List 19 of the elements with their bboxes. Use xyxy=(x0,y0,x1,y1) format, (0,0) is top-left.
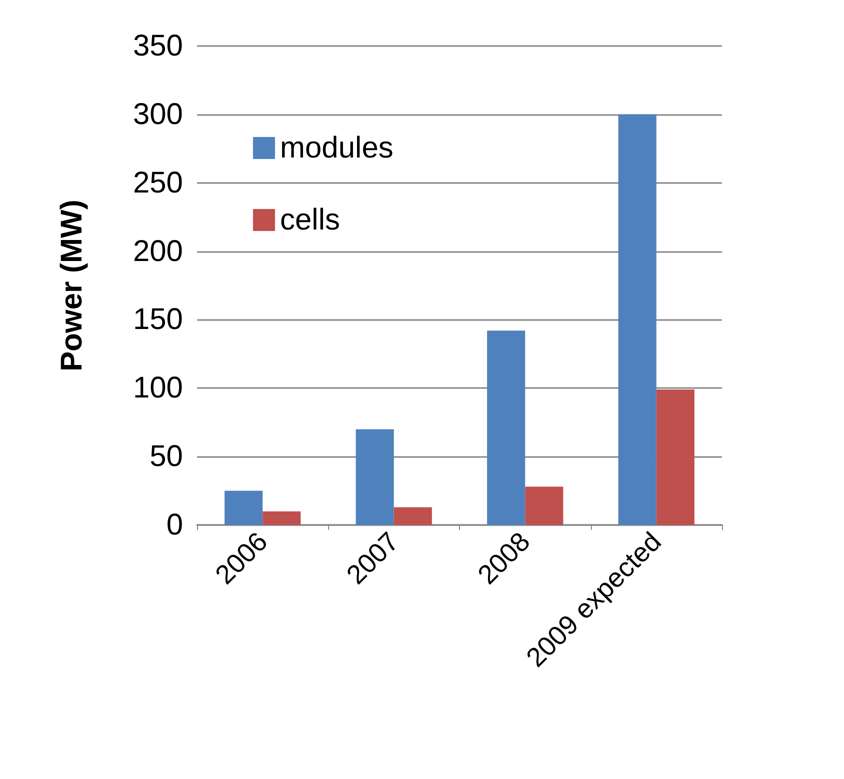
bar xyxy=(394,507,432,525)
bar xyxy=(487,330,526,525)
bar xyxy=(224,490,263,525)
bar xyxy=(356,429,394,525)
bar xyxy=(262,511,301,525)
legend-label: modules xyxy=(280,132,394,164)
y-tick-label: 250 xyxy=(132,166,183,200)
bar xyxy=(525,486,564,525)
y-tick-label: 200 xyxy=(132,234,183,268)
y-tick-label: 50 xyxy=(150,440,183,474)
y-tick-label: 0 xyxy=(166,508,183,542)
bar xyxy=(618,114,656,525)
y-tick-label: 300 xyxy=(132,98,183,131)
y-axis-title: Power (MW) xyxy=(56,200,88,372)
y-tick-label: 150 xyxy=(132,303,183,336)
y-tick-label: 350 xyxy=(132,30,183,62)
legend-label: cells xyxy=(280,204,340,236)
bar xyxy=(656,390,694,525)
y-tick-label: 100 xyxy=(132,372,183,405)
